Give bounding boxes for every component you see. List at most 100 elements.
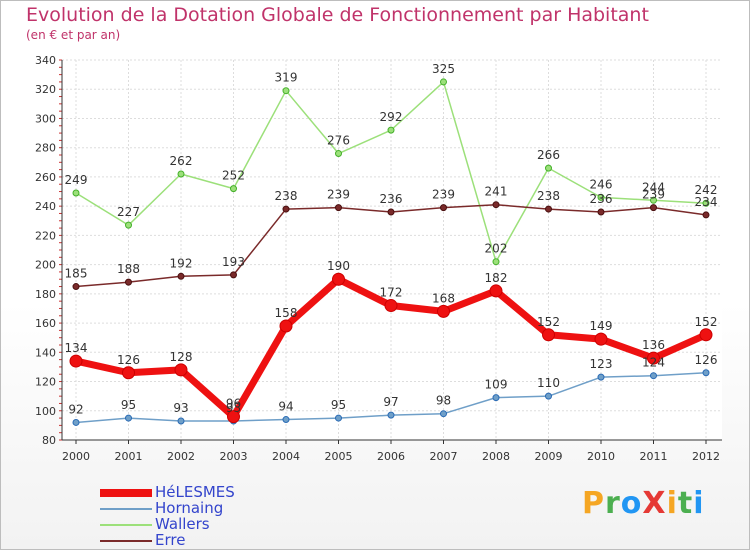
data-point <box>437 304 450 318</box>
data-label: 266 <box>537 148 560 162</box>
legend-swatch <box>100 524 152 526</box>
data-point <box>230 185 237 193</box>
data-point <box>542 328 555 342</box>
x-tick-label: 2012 <box>692 450 720 463</box>
logo-letter: i <box>693 486 705 521</box>
proxiti-logo: ProXiti <box>582 486 705 521</box>
data-point <box>282 205 290 213</box>
legend-item: Erre <box>100 532 320 548</box>
y-tick-label: 180 <box>35 288 56 301</box>
x-tick-label: 2005 <box>325 450 353 463</box>
x-tick-label: 2003 <box>220 450 248 463</box>
legend-swatch <box>100 508 152 510</box>
data-point <box>647 351 660 365</box>
data-point <box>650 372 657 380</box>
data-label: 110 <box>537 376 560 390</box>
data-point <box>545 164 552 172</box>
y-tick-label: 240 <box>35 200 56 213</box>
data-point <box>440 78 447 86</box>
data-label: 126 <box>117 353 140 367</box>
data-point <box>699 328 713 342</box>
data-label: 262 <box>170 154 193 168</box>
data-label: 319 <box>275 71 298 85</box>
x-tick-label: 2006 <box>377 450 405 463</box>
data-label: 236 <box>590 192 613 206</box>
data-label: 134 <box>65 341 88 355</box>
data-point <box>492 201 500 209</box>
data-point <box>335 204 342 212</box>
data-label: 93 <box>173 401 188 415</box>
y-tick-label: 340 <box>35 54 56 67</box>
chart-subtitle: (en € et par an) <box>26 28 121 42</box>
data-point <box>332 272 345 286</box>
data-label: 96 <box>226 397 241 411</box>
data-label: 239 <box>327 188 350 202</box>
data-point <box>594 332 608 346</box>
data-label: 242 <box>695 183 718 197</box>
data-label: 168 <box>432 291 455 305</box>
data-label: 95 <box>121 398 136 412</box>
data-point <box>125 414 132 422</box>
x-tick-label: 2004 <box>272 450 300 463</box>
data-label: 325 <box>432 62 455 76</box>
logo-letter: t <box>677 486 694 521</box>
data-point <box>177 272 185 280</box>
data-point <box>282 416 290 424</box>
logo-letter: r <box>605 486 621 521</box>
x-tick-label: 2000 <box>62 450 90 463</box>
data-label: 124 <box>642 356 665 370</box>
data-label: 238 <box>537 189 560 203</box>
data-point <box>702 369 710 377</box>
data-point <box>597 373 605 381</box>
data-point <box>650 196 657 204</box>
data-point <box>125 278 132 286</box>
data-point <box>122 366 135 380</box>
data-point <box>125 221 132 229</box>
chart-title: Evolution de la Dotation Globale de Fonc… <box>26 4 649 26</box>
legend-label: Erre <box>155 531 186 549</box>
data-label: 238 <box>275 189 298 203</box>
data-label: 93 <box>226 401 241 415</box>
data-label: 192 <box>170 256 193 270</box>
x-tick-label: 2001 <box>115 450 143 463</box>
data-label: 249 <box>65 173 88 187</box>
data-label: 236 <box>380 192 403 206</box>
x-tick-label: 2010 <box>587 450 615 463</box>
data-point <box>597 193 605 201</box>
data-point <box>384 299 398 313</box>
data-point <box>387 411 395 419</box>
data-label: 190 <box>327 259 350 273</box>
data-label: 252 <box>222 169 245 183</box>
x-tick-label: 2002 <box>167 450 195 463</box>
x-tick-label: 2009 <box>535 450 563 463</box>
y-tick-label: 280 <box>35 142 56 155</box>
data-label: 109 <box>485 378 508 392</box>
data-label: 241 <box>485 185 508 199</box>
data-label: 95 <box>331 398 346 412</box>
logo-letter: o <box>620 486 643 521</box>
data-point <box>702 199 710 207</box>
y-tick-label: 220 <box>35 229 56 242</box>
logo-letter: i <box>666 486 678 521</box>
data-label: 149 <box>590 319 613 333</box>
data-label: 244 <box>642 180 665 194</box>
data-point <box>650 204 657 212</box>
data-label: 227 <box>117 205 140 219</box>
data-label: 172 <box>380 286 403 300</box>
data-point <box>282 87 290 95</box>
x-tick-label: 2011 <box>640 450 668 463</box>
data-label: 292 <box>380 110 403 124</box>
data-point <box>230 271 237 279</box>
data-point <box>545 205 552 213</box>
data-label: 123 <box>590 357 613 371</box>
data-point <box>69 354 83 368</box>
x-tick-label: 2008 <box>482 450 510 463</box>
legend-label: Hornaing <box>155 499 224 517</box>
y-tick-label: 320 <box>35 83 56 96</box>
data-point <box>177 417 185 425</box>
data-point <box>489 284 503 298</box>
data-label: 92 <box>68 402 83 416</box>
legend-item: HéLESMES <box>100 484 320 500</box>
data-point <box>177 170 185 178</box>
